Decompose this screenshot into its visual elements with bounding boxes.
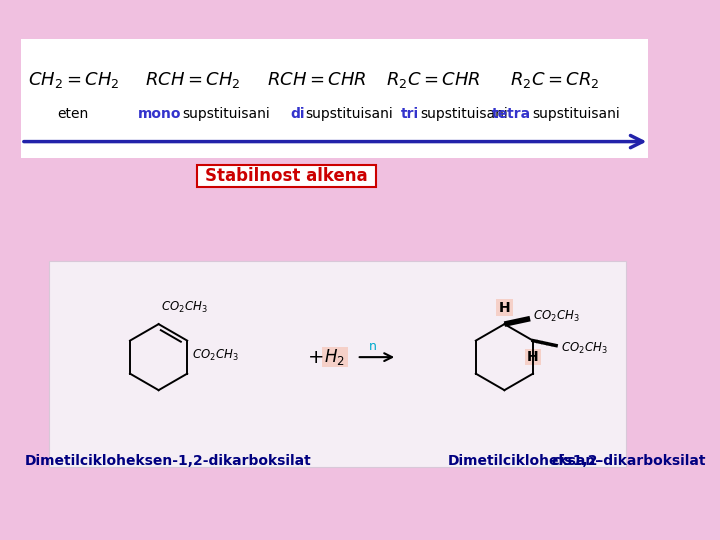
Text: mono: mono [138,107,181,121]
Text: $R_2C{=}CR_2$: $R_2C{=}CR_2$ [510,70,600,90]
Bar [48,261,626,467]
Text: Stabilnost alkena: Stabilnost alkena [205,167,368,185]
Text: $CO_2CH_3$: $CO_2CH_3$ [533,309,580,325]
Text: $H_2$: $H_2$ [324,347,345,367]
Text: supstituisani: supstituisani [532,107,620,121]
Text: $CO_2CH_3$: $CO_2CH_3$ [161,300,208,315]
Bar [525,349,541,366]
Text: $CO_2CH_3$: $CO_2CH_3$ [562,340,608,355]
Text: supstituisani: supstituisani [420,107,508,121]
Text: $RCH{=}CHR$: $RCH{=}CHR$ [266,71,366,89]
Text: +: + [308,348,325,367]
Text: Dimetilcikloheksen-1,2-dikarboksilat: Dimetilcikloheksen-1,2-dikarboksilat [24,454,311,468]
Text: H: H [498,301,510,315]
Text: supstituisani: supstituisani [305,107,393,121]
Text: supstituisani: supstituisani [182,107,270,121]
Text: n: n [369,340,377,353]
Bar [496,299,513,316]
Bar [21,39,649,158]
Text: H: H [527,350,539,364]
Text: tri: tri [401,107,419,121]
Text: eten: eten [58,107,89,121]
Bar [322,347,348,367]
Text: tetra: tetra [492,107,531,121]
Text: $CH_2{=}CH_2$: $CH_2{=}CH_2$ [27,70,119,90]
Text: $RCH{=}CH_2$: $RCH{=}CH_2$ [145,70,240,90]
Text: di: di [290,107,305,121]
Text: $R_2C{=}CHR$: $R_2C{=}CHR$ [387,70,481,90]
Bar [197,165,376,187]
Text: $CO_2CH_3$: $CO_2CH_3$ [192,348,238,363]
Text: Dimetilcikloheksan-: Dimetilcikloheksan- [448,454,601,468]
Text: cis: cis [552,454,572,468]
Text: -1,2-dikarboksilat: -1,2-dikarboksilat [567,454,706,468]
